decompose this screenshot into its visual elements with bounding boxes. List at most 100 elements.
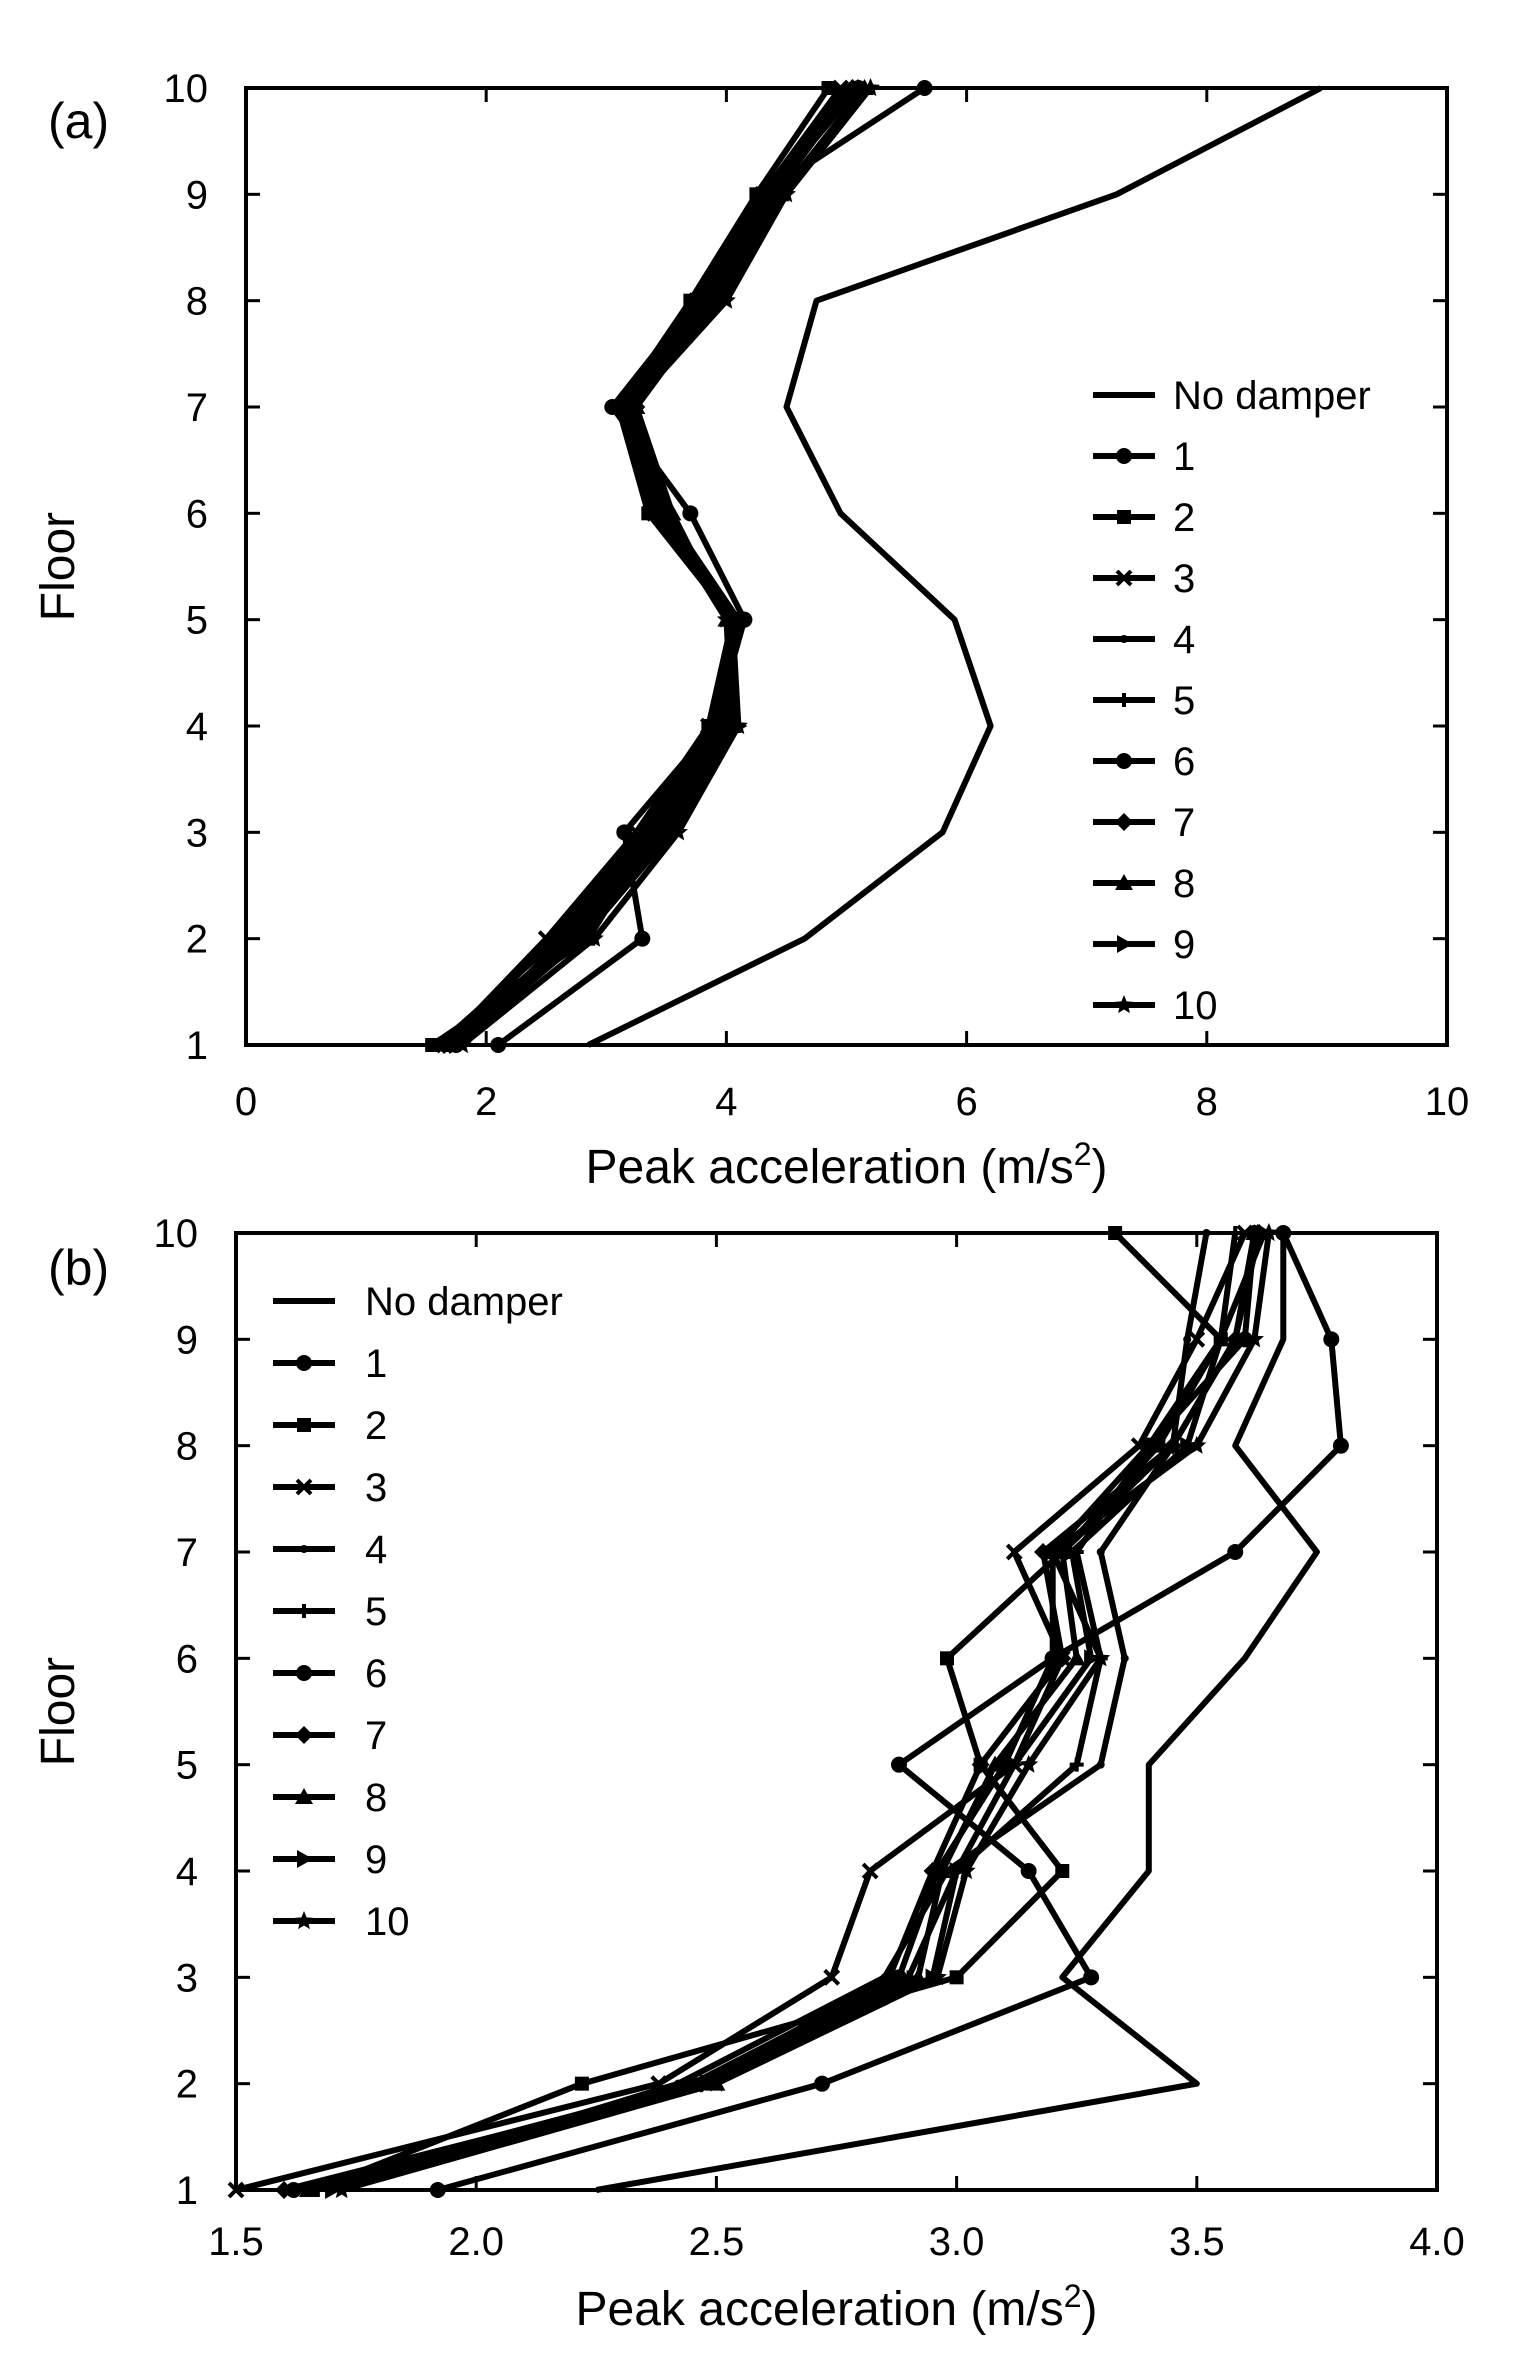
data-point [650, 503, 670, 522]
y-tick-label: 1 [176, 2169, 198, 2213]
data-point [1091, 1648, 1111, 1667]
y-tick-label: 2 [186, 918, 208, 962]
legend-label: 6 [1173, 740, 1195, 784]
panel-label: (b) [48, 1240, 109, 1296]
x-tick-label: 8 [1196, 1080, 1218, 1124]
legend-marker [296, 1355, 312, 1371]
legend-marker [295, 1726, 313, 1744]
data-point [584, 928, 604, 947]
legend-label: 2 [365, 1404, 387, 1448]
data-point [706, 2073, 726, 2092]
series-line-no-damper [586, 85, 1323, 1048]
series-line-1 [496, 85, 927, 1048]
data-point [1020, 1863, 1037, 1879]
series-line-4 [448, 86, 849, 1048]
legend-marker [1114, 995, 1134, 1014]
x-tick-label: 1.5 [208, 2220, 264, 2264]
y-tick-label: 7 [186, 386, 208, 430]
legend-marker [296, 1665, 312, 1681]
legend-marker [1120, 635, 1128, 643]
data-point [814, 2075, 831, 2092]
y-tick-label: 6 [186, 492, 208, 536]
legend-label: 6 [365, 1652, 387, 1696]
data-point [1096, 1548, 1105, 1556]
legend-label: 10 [365, 1900, 410, 1944]
legend-marker [1117, 510, 1131, 524]
legend-marker [294, 1911, 314, 1930]
data-point [1188, 1330, 1206, 1348]
series-line-10 [340, 1232, 1272, 2193]
data-point [1053, 1649, 1072, 1668]
data-point [1034, 1543, 1053, 1561]
data-point [1180, 1436, 1197, 1455]
data-point [890, 1969, 907, 1986]
legend-label: 3 [1173, 557, 1195, 601]
y-tick-label: 6 [176, 1637, 198, 1681]
data-point [1213, 1330, 1230, 1349]
y-tick-label: 4 [186, 705, 208, 749]
legend-marker [297, 1604, 311, 1618]
series-line-1 [437, 1231, 1344, 2193]
y-tick-label: 4 [176, 1850, 198, 1894]
y-tick-label: 9 [186, 173, 208, 217]
legend-label: 8 [365, 1776, 387, 1820]
series-line-7 [442, 86, 855, 1048]
data-point [1332, 1437, 1349, 1454]
x-axis-label: Peak acceleration (m/s2) [576, 2278, 1098, 2336]
series-line-3 [235, 1231, 1248, 2193]
y-tick-label: 8 [186, 280, 208, 324]
data-point [1005, 1543, 1023, 1561]
x-tick-label: 2 [475, 1080, 497, 1124]
data-point [949, 1970, 964, 1985]
legend-label: 9 [365, 1838, 387, 1882]
data-point [728, 716, 748, 735]
legend-label: 1 [1173, 435, 1195, 479]
series-line-9 [454, 86, 867, 1048]
legend-marker [300, 1545, 308, 1553]
data-point [971, 1755, 990, 1774]
data-point [1140, 1437, 1157, 1454]
series-line-2 [311, 1230, 1224, 2193]
y-tick-label: 10 [164, 67, 209, 111]
data-point [634, 930, 651, 947]
plot-frame [244, 86, 1449, 1047]
series-line-5 [436, 86, 855, 1048]
data-point [575, 929, 592, 948]
data-point [776, 184, 796, 203]
legend-marker [1115, 569, 1133, 587]
data-point [1064, 1543, 1081, 1561]
y-tick-label: 5 [176, 1744, 198, 1788]
data-point [956, 1861, 976, 1880]
x-axis-label: Peak acceleration (m/s2) [586, 1136, 1108, 1194]
data-point [1055, 1864, 1070, 1878]
series-line-2 [430, 86, 831, 1048]
series-line-8 [448, 86, 867, 1048]
data-point [1083, 1969, 1100, 1986]
data-point [927, 1967, 947, 1986]
legend-label: 4 [1173, 618, 1195, 662]
x-tick-label: 2.5 [689, 2220, 745, 2264]
y-tick-label: 10 [154, 1212, 199, 1256]
legend-label: 4 [365, 1528, 387, 1572]
data-point [1323, 1331, 1340, 1348]
series-line-no-damper [595, 1233, 1320, 2193]
data-point [1187, 1435, 1207, 1454]
legend-label: 5 [1173, 679, 1195, 723]
legend-label: 5 [365, 1590, 387, 1634]
series-line-10 [460, 86, 873, 1048]
data-point [933, 1862, 952, 1878]
y-axis-label: Floor [32, 1657, 85, 1766]
panel-label: (a) [48, 93, 109, 149]
data-point [620, 397, 640, 416]
data-point [880, 1968, 899, 1987]
y-tick-label: 9 [176, 1318, 198, 1362]
x-tick-label: 3.0 [929, 2220, 985, 2264]
data-point [1019, 1754, 1039, 1773]
data-point [682, 505, 699, 522]
data-point [1120, 1654, 1129, 1663]
legend-marker [1117, 935, 1133, 953]
x-tick-label: 3.5 [1169, 2220, 1225, 2264]
data-point [1226, 1330, 1245, 1347]
